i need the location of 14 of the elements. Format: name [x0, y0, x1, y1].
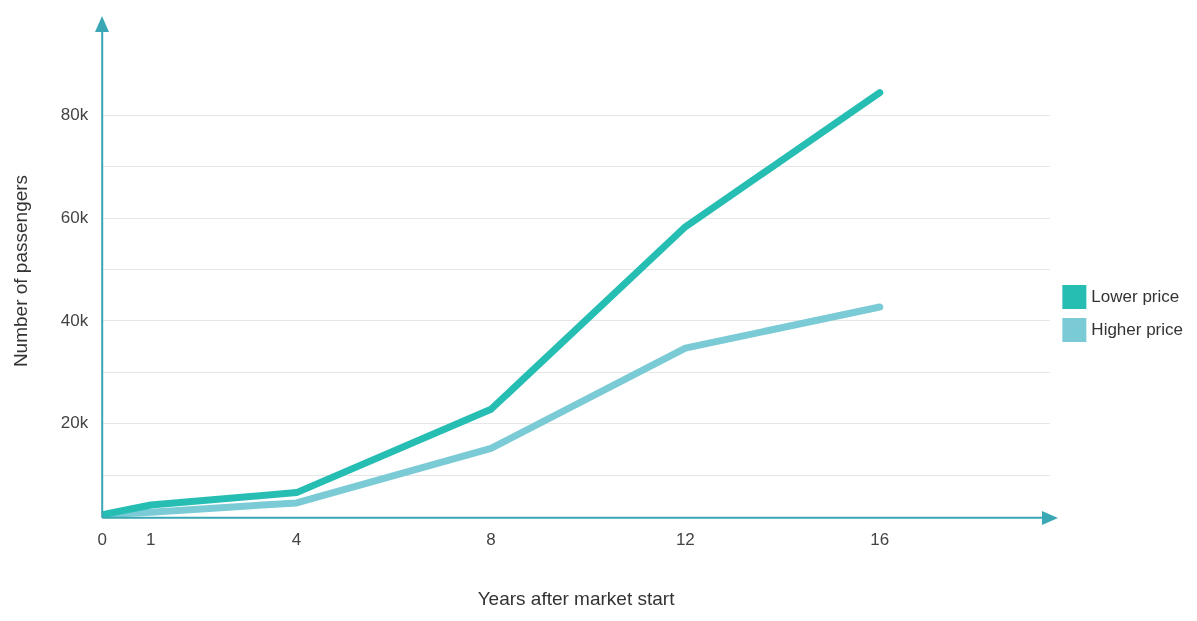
x-tick-label: 4 [291, 529, 302, 549]
x-tick-label: 1 [146, 529, 156, 549]
y-tick-label: 40k [60, 310, 89, 330]
y-axis-title: Number of passengers [9, 174, 31, 368]
legend-label: Lower price [1091, 286, 1180, 306]
legend-label: Higher price [1091, 319, 1184, 339]
x-tick-label: 0 [97, 529, 107, 549]
y-tick-label: 60k [60, 207, 89, 227]
x-axis-title: Years after market start [477, 587, 676, 609]
x-tick-label: 8 [486, 529, 496, 549]
x-tick-label: 12 [675, 529, 695, 549]
y-tick-label: 80k [60, 104, 89, 124]
x-tick-label: 16 [870, 529, 890, 549]
y-tick-label: 20k [60, 413, 89, 433]
